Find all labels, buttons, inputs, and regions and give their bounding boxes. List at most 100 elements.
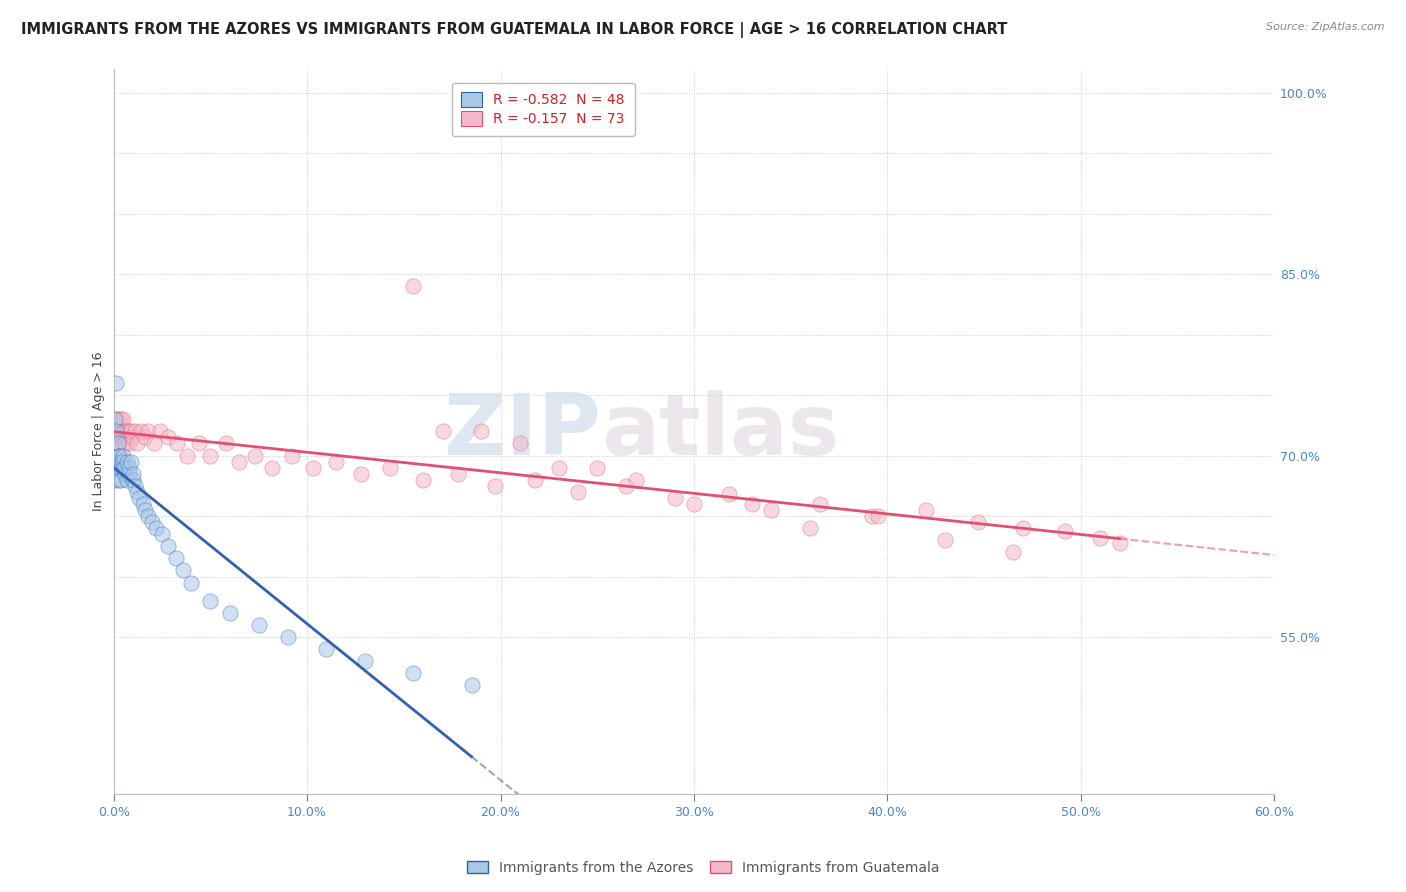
Point xyxy=(1002,545,1025,559)
Point xyxy=(915,503,938,517)
Point xyxy=(302,460,325,475)
Point xyxy=(104,473,127,487)
Point xyxy=(112,436,135,450)
Point xyxy=(350,467,373,481)
Point xyxy=(586,460,609,475)
Point xyxy=(118,467,141,481)
Point xyxy=(243,449,266,463)
Point xyxy=(761,503,783,517)
Point xyxy=(112,412,135,426)
Point xyxy=(683,497,706,511)
Point xyxy=(129,425,152,439)
Point xyxy=(108,449,131,463)
Point xyxy=(107,436,129,450)
Point xyxy=(107,449,129,463)
Point xyxy=(447,467,470,481)
Point xyxy=(110,425,132,439)
Point xyxy=(141,515,163,529)
Point xyxy=(114,467,136,481)
Point xyxy=(1054,524,1077,538)
Text: IMMIGRANTS FROM THE AZORES VS IMMIGRANTS FROM GUATEMALA IN LABOR FORCE | AGE > 1: IMMIGRANTS FROM THE AZORES VS IMMIGRANTS… xyxy=(21,22,1008,38)
Point xyxy=(118,425,141,439)
Point xyxy=(149,425,172,439)
Point xyxy=(104,425,127,439)
Point xyxy=(172,564,194,578)
Point xyxy=(118,460,141,475)
Point xyxy=(107,436,129,450)
Point xyxy=(122,467,145,481)
Point xyxy=(134,503,156,517)
Point xyxy=(124,425,146,439)
Point xyxy=(187,436,209,450)
Point xyxy=(567,484,589,499)
Y-axis label: In Labor Force | Age > 16: In Labor Force | Age > 16 xyxy=(93,351,105,511)
Point xyxy=(315,642,337,657)
Point xyxy=(115,425,138,439)
Point xyxy=(107,425,129,439)
Point xyxy=(402,279,425,293)
Point xyxy=(115,473,138,487)
Point xyxy=(934,533,956,548)
Point xyxy=(120,425,142,439)
Point xyxy=(1108,535,1130,549)
Point xyxy=(112,449,135,463)
Point xyxy=(108,449,131,463)
Point xyxy=(124,479,146,493)
Point xyxy=(108,449,131,463)
Point xyxy=(470,425,492,439)
Point xyxy=(104,376,127,390)
Point xyxy=(120,454,142,468)
Point xyxy=(110,412,132,426)
Point xyxy=(138,425,160,439)
Point xyxy=(866,509,889,524)
Point xyxy=(624,473,647,487)
Point xyxy=(402,666,425,681)
Point xyxy=(104,412,127,426)
Point xyxy=(614,479,637,493)
Point xyxy=(112,425,135,439)
Point xyxy=(114,460,136,475)
Point xyxy=(107,449,129,463)
Point xyxy=(228,454,250,468)
Point xyxy=(664,491,686,505)
Point xyxy=(134,430,156,444)
Point xyxy=(165,551,187,566)
Point xyxy=(277,630,299,644)
Point xyxy=(741,497,763,511)
Point xyxy=(808,497,831,511)
Point xyxy=(460,678,482,692)
Point xyxy=(215,436,238,450)
Point xyxy=(138,509,160,524)
Point xyxy=(107,460,129,475)
Point xyxy=(967,515,990,529)
Point xyxy=(200,449,222,463)
Text: ZIP: ZIP xyxy=(443,390,602,473)
Point xyxy=(412,473,434,487)
Point xyxy=(247,618,270,632)
Legend: Immigrants from the Azores, Immigrants from Guatemala: Immigrants from the Azores, Immigrants f… xyxy=(461,855,945,880)
Point xyxy=(262,460,284,475)
Point xyxy=(484,479,506,493)
Point xyxy=(112,454,135,468)
Point xyxy=(104,412,127,426)
Point xyxy=(125,484,148,499)
Point xyxy=(125,436,148,450)
Point xyxy=(128,491,150,505)
Point xyxy=(110,430,132,444)
Point xyxy=(107,454,129,468)
Point xyxy=(280,449,302,463)
Point xyxy=(104,425,127,439)
Point xyxy=(200,593,222,607)
Text: atlas: atlas xyxy=(602,390,839,473)
Point xyxy=(180,575,202,590)
Point xyxy=(108,430,131,444)
Point xyxy=(115,454,138,468)
Point xyxy=(122,473,145,487)
Point xyxy=(108,454,131,468)
Point xyxy=(110,473,132,487)
Point xyxy=(122,430,145,444)
Point xyxy=(112,460,135,475)
Point xyxy=(110,454,132,468)
Point xyxy=(380,460,402,475)
Text: Source: ZipAtlas.com: Source: ZipAtlas.com xyxy=(1267,22,1385,32)
